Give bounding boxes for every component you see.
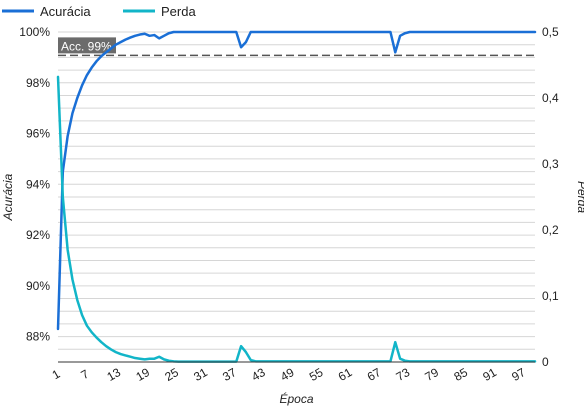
x-tick-label: 67	[365, 365, 384, 384]
accuracy-series-line	[56, 30, 537, 331]
accuracy-reference-label-box	[58, 37, 116, 54]
left-y-tick-label: 100%	[19, 25, 50, 39]
x-tick-label: 31	[191, 365, 210, 384]
left-y-tick-label: 96%	[26, 127, 50, 141]
legend-label-accuracy: Acurácia	[40, 4, 91, 19]
x-tick-label: 43	[249, 365, 268, 384]
accuracy-reference-label: Acc. 99%	[61, 39, 112, 53]
x-tick-label: 37	[220, 365, 239, 384]
right-y-tick-label: 0,5	[542, 25, 559, 39]
x-tick-label: 13	[105, 365, 124, 384]
x-tick-label: 79	[423, 365, 442, 384]
x-tick-label: 49	[278, 365, 297, 384]
right-y-axis-title: Perda	[575, 181, 584, 213]
right-y-axis-ticks: 0 0,1 0,2 0,3 0,4 0,5	[542, 25, 559, 369]
legend-item-accuracy[interactable]: Acurácia	[2, 4, 91, 19]
legend-item-loss[interactable]: Perda	[123, 4, 196, 19]
grid-lines	[58, 31, 535, 350]
left-y-tick-label: 94%	[26, 177, 50, 191]
x-tick-label: 55	[307, 365, 326, 384]
x-axis-title: Época	[279, 391, 313, 406]
legend: Acurácia Perda	[2, 4, 196, 19]
x-tick-label: 7	[79, 367, 92, 383]
left-y-tick-label: 92%	[26, 228, 50, 242]
right-y-tick-label: 0,1	[542, 289, 559, 303]
x-tick-label: 19	[133, 365, 152, 384]
x-tick-label: 85	[451, 365, 470, 384]
reference-line-group: Acc. 99%	[58, 37, 535, 57]
legend-label-loss: Perda	[161, 4, 196, 19]
left-y-axis-ticks: 88% 90% 92% 94% 96% 98% 100%	[19, 25, 50, 344]
x-tick-label: 73	[394, 365, 413, 384]
x-axis-ticks: 1 7 13 19 25 31 37 43 49 55 61 67 73 79 85 91 97	[50, 365, 528, 384]
x-tick-label: 25	[162, 365, 181, 384]
left-y-tick-label: 88%	[26, 330, 50, 344]
x-tick-label: 1	[50, 367, 63, 383]
x-tick-label: 61	[336, 365, 355, 384]
left-y-tick-label: 90%	[26, 279, 50, 293]
series-lines	[56, 30, 537, 363]
left-y-axis-title: Acurácia	[1, 173, 15, 221]
right-y-tick-label: 0	[542, 355, 549, 369]
loss-series-line	[56, 75, 537, 363]
right-y-tick-label: 0,2	[542, 223, 559, 237]
right-y-tick-label: 0,3	[542, 157, 559, 171]
left-y-tick-label: 98%	[26, 76, 50, 90]
x-tick-label: 97	[509, 365, 528, 384]
right-y-tick-label: 0,4	[542, 91, 559, 105]
x-tick-label: 91	[480, 365, 499, 384]
